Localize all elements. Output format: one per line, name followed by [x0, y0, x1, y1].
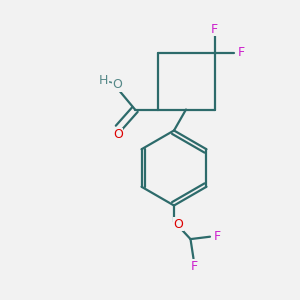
Text: F: F: [213, 230, 220, 243]
Text: O: O: [174, 218, 183, 231]
Text: F: F: [238, 46, 245, 59]
Text: O: O: [113, 78, 122, 92]
Text: F: F: [191, 260, 198, 273]
Text: H: H: [99, 74, 108, 87]
Text: O: O: [113, 128, 123, 141]
Text: F: F: [211, 22, 218, 36]
